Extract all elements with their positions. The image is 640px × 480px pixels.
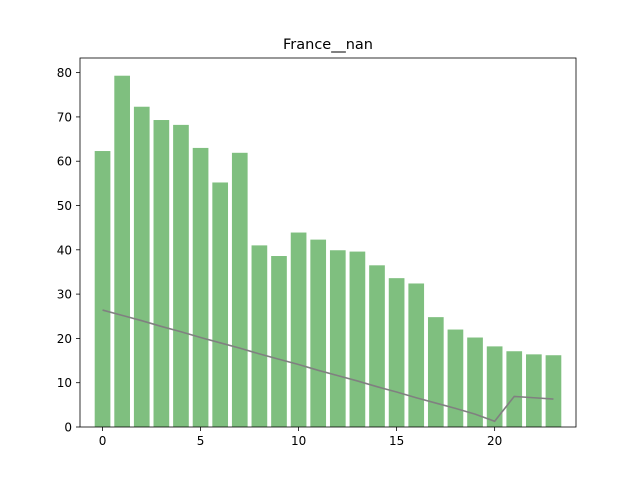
bar [133, 106, 150, 428]
bar [526, 354, 542, 427]
bar [427, 317, 444, 427]
bar [94, 151, 111, 427]
y-tick-label: 60 [57, 155, 72, 169]
bar [173, 124, 189, 427]
line-series [102, 309, 554, 423]
x-tick-label: 20 [487, 434, 502, 448]
y-tick-label: 80 [57, 66, 72, 80]
bar [408, 283, 425, 427]
y-tick-label: 50 [57, 199, 72, 213]
bar [251, 245, 268, 427]
bar [486, 346, 503, 427]
bar [231, 152, 248, 427]
bar [349, 251, 366, 427]
trend-line [102, 309, 554, 423]
bar [153, 120, 170, 427]
bar [369, 265, 385, 427]
bar [467, 337, 483, 427]
y-axis: 0 10 20 30 40 50 60 70 80 [57, 66, 80, 435]
y-tick-label: 0 [64, 421, 72, 435]
y-tick-label: 20 [57, 332, 72, 346]
y-tick-label: 30 [57, 288, 72, 302]
x-tick-label: 5 [197, 434, 205, 448]
bar [329, 250, 346, 427]
chart-title: France__nan [283, 37, 373, 53]
bar-series [94, 75, 562, 428]
bar [545, 355, 562, 427]
bar [388, 278, 405, 427]
x-tick-label: 0 [99, 434, 107, 448]
bar [447, 329, 464, 427]
x-tick-label: 15 [389, 434, 404, 448]
x-tick-label: 10 [291, 434, 306, 448]
axes-frame [79, 57, 577, 428]
y-tick-label: 70 [57, 110, 72, 124]
x-axis: 0 5 10 15 20 [99, 427, 502, 448]
bar [271, 256, 287, 427]
bar [212, 182, 229, 427]
bar [114, 75, 130, 427]
bar [310, 239, 327, 427]
bar [290, 232, 307, 427]
bar [506, 351, 523, 427]
y-tick-label: 10 [57, 376, 72, 390]
y-tick-label: 40 [57, 243, 72, 257]
bar [192, 147, 209, 427]
